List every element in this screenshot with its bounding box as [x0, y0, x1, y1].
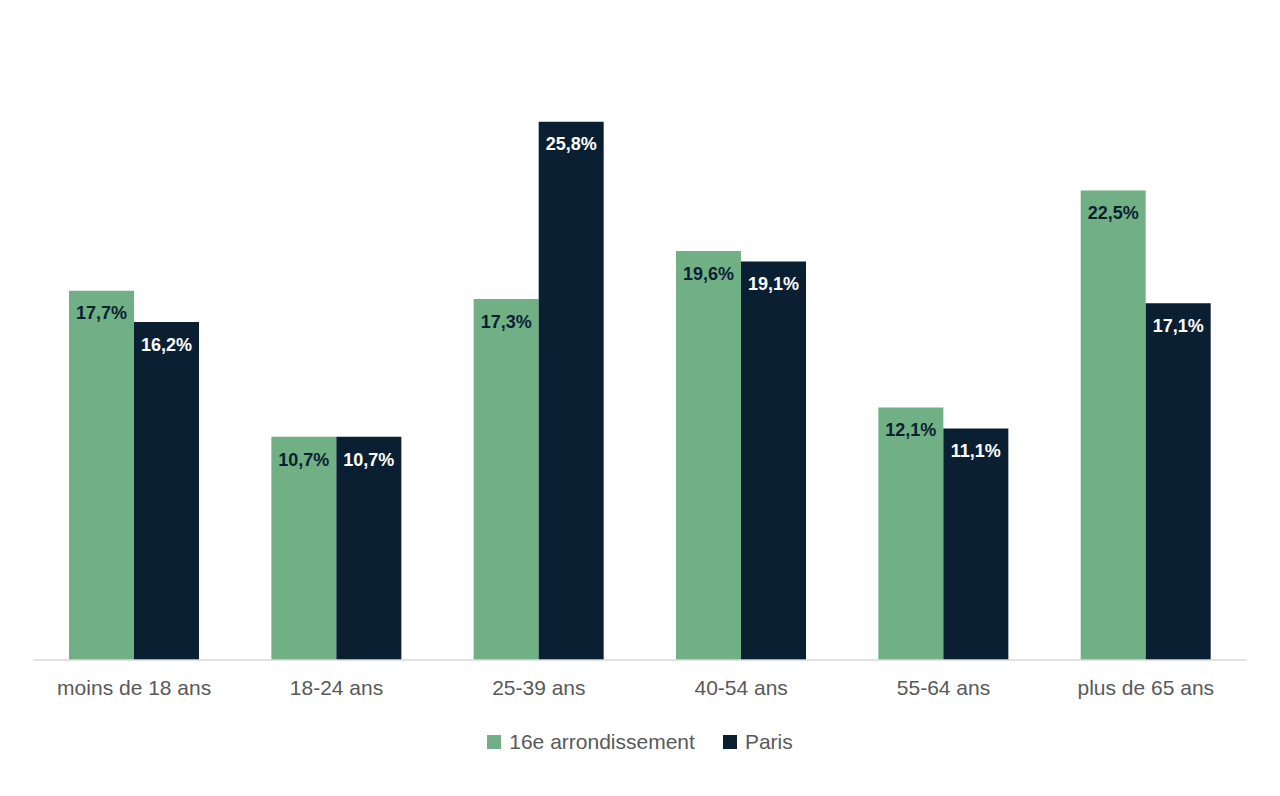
svg-text:19,6%: 19,6%	[683, 264, 734, 284]
svg-text:16,2%: 16,2%	[141, 335, 192, 355]
svg-text:22,5%: 22,5%	[1088, 203, 1139, 223]
svg-text:25-39 ans: 25-39 ans	[492, 676, 585, 699]
svg-text:25,8%: 25,8%	[546, 134, 597, 154]
svg-text:10,7%: 10,7%	[278, 450, 329, 470]
svg-text:40-54 ans: 40-54 ans	[694, 676, 787, 699]
svg-text:17,1%: 17,1%	[1153, 316, 1204, 336]
svg-text:19,1%: 19,1%	[748, 274, 799, 294]
svg-text:17,7%: 17,7%	[76, 303, 127, 323]
svg-text:12,1%: 12,1%	[885, 420, 936, 440]
svg-text:18-24 ans: 18-24 ans	[290, 676, 383, 699]
svg-text:11,1%: 11,1%	[951, 441, 1001, 461]
svg-text:10,7%: 10,7%	[343, 450, 394, 470]
html-text:Paris: Paris	[744, 730, 793, 753]
svg-text:55-64 ans: 55-64 ans	[897, 676, 990, 699]
svg-text:17,3%: 17,3%	[481, 312, 532, 332]
svg-text:moins de 18 ans: moins de 18 ans	[57, 676, 211, 699]
html-text:16e arrondissement: 16e arrondissement	[509, 730, 695, 753]
svg-text:plus de 65 ans: plus de 65 ans	[1078, 676, 1215, 699]
